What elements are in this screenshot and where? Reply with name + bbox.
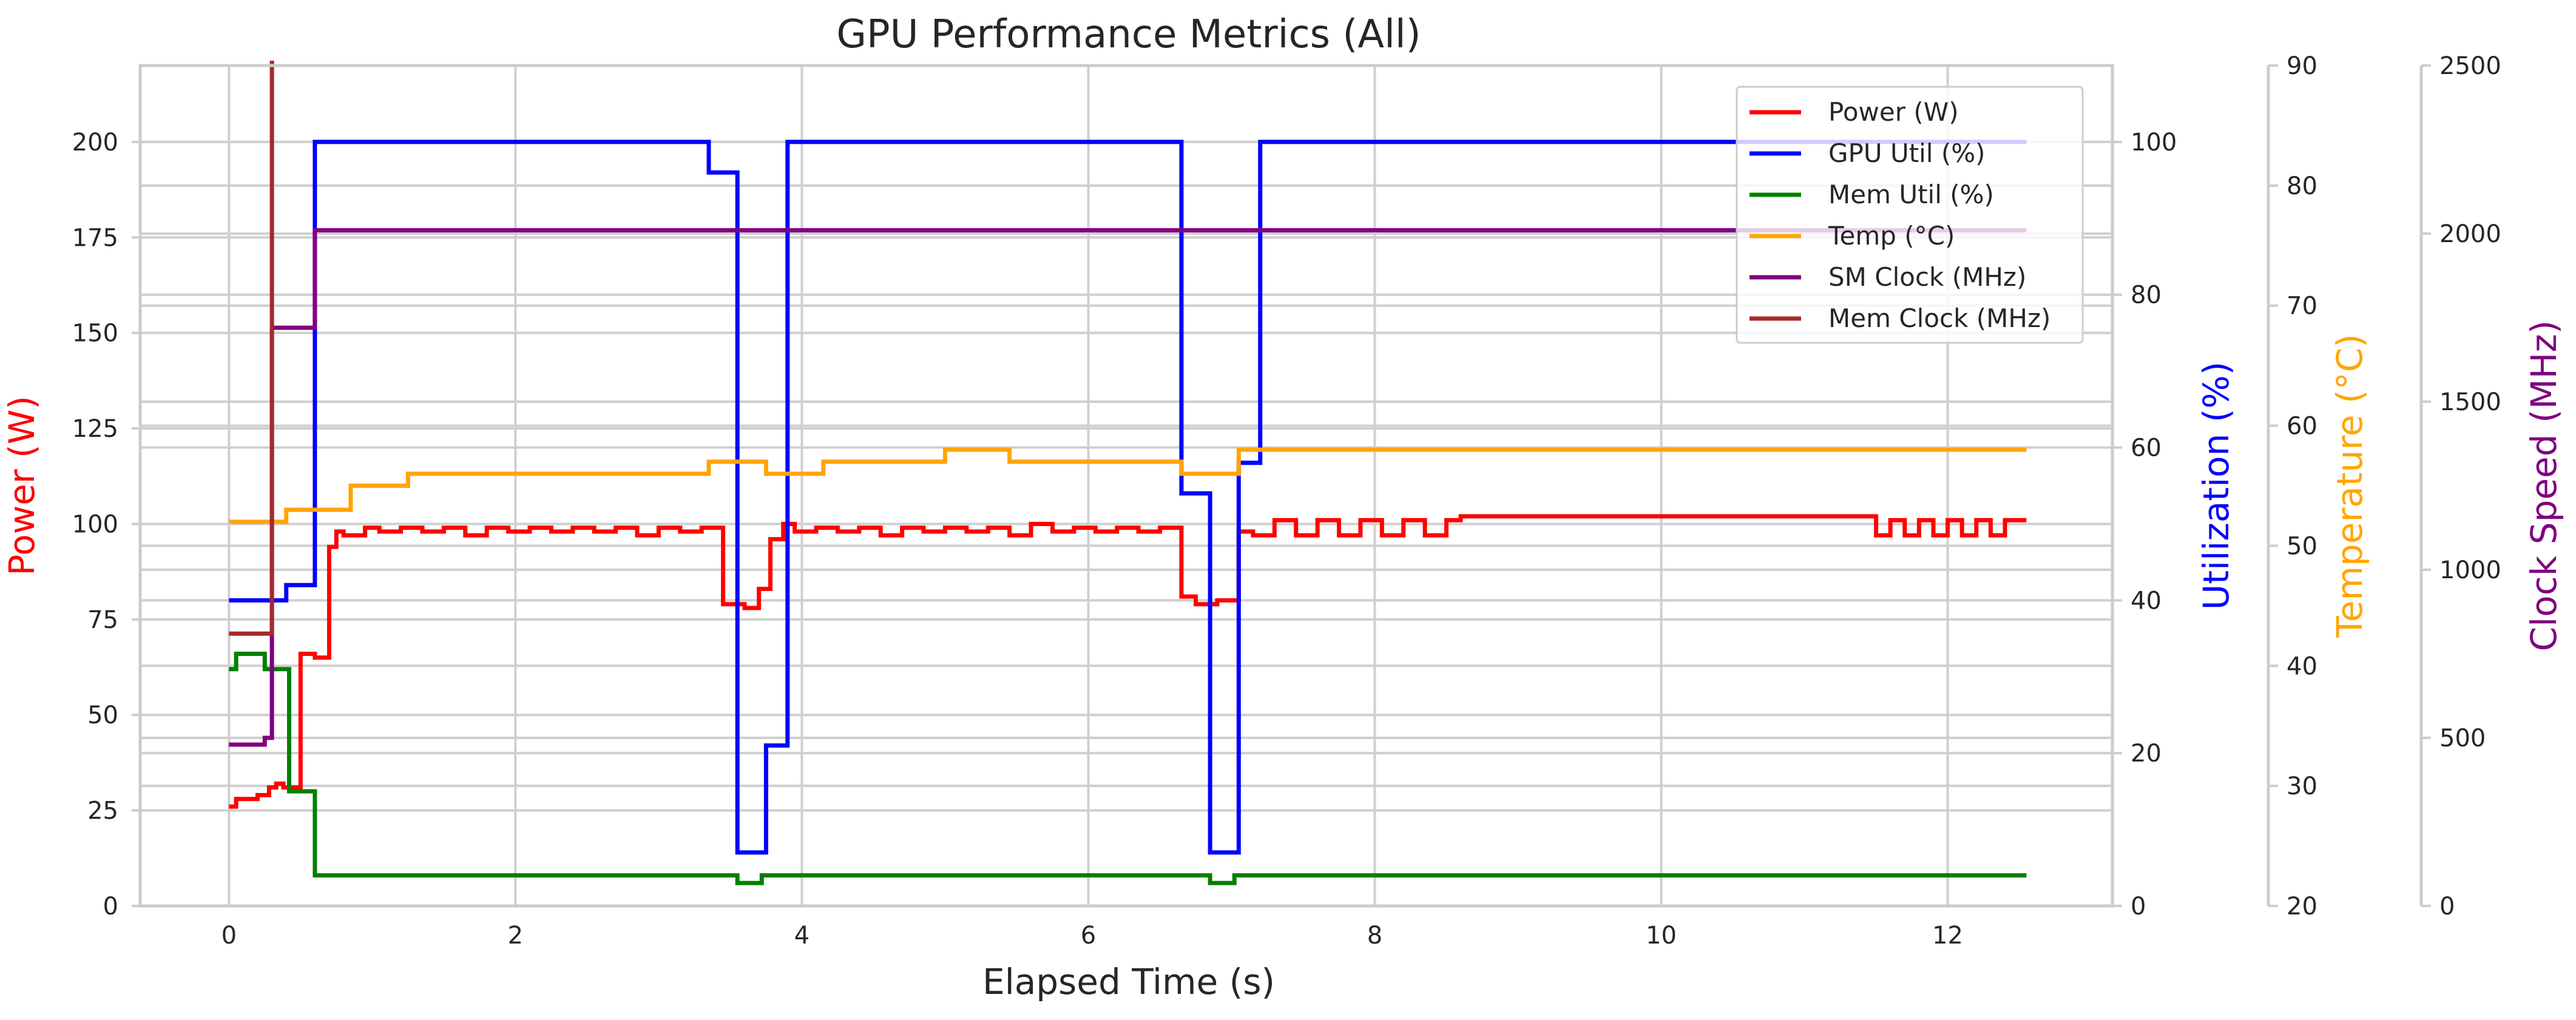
power-tick-label: 50 xyxy=(87,701,118,729)
power-tick-label: 25 xyxy=(87,797,118,825)
util-tick-label: 40 xyxy=(2131,587,2162,615)
legend-label-mem-util: Mem Util (%) xyxy=(1828,180,1994,209)
x-tick-label: 10 xyxy=(1646,922,1677,950)
series-temp-c xyxy=(229,447,2027,524)
chart-title: GPU Performance Metrics (All) xyxy=(836,12,1421,57)
series-mem-clock-mhz xyxy=(229,61,274,636)
power-tick-label: 75 xyxy=(87,606,118,634)
legend-label-mem-clock-mhz: Mem Clock (MHz) xyxy=(1828,303,2050,333)
util-tick-label: 80 xyxy=(2131,282,2162,309)
power-axis-label: Power (W) xyxy=(1,396,42,575)
util-tick-label: 20 xyxy=(2131,740,2162,768)
legend-label-sm-clock-mhz: SM Clock (MHz) xyxy=(1828,262,2026,292)
temp-tick-label: 50 xyxy=(2287,532,2317,560)
clock-tick-label: 1500 xyxy=(2439,388,2501,416)
x-tick-label: 2 xyxy=(508,922,523,950)
legend: Power (W) GPU Util (%) Mem Util (%) Temp (°… xyxy=(1736,86,2084,344)
power-tick-label: 150 xyxy=(72,320,118,348)
legend-label-temp-c: Temp (°C) xyxy=(1828,221,1955,251)
power-tick-label: 175 xyxy=(72,224,118,252)
util-tick-label: 60 xyxy=(2131,434,2162,462)
legend-label-power-w: Power (W) xyxy=(1828,97,1959,127)
series-power-w xyxy=(229,514,2027,809)
clock-axis-label: Clock Speed (MHz) xyxy=(2523,320,2564,652)
util-axis-label: Utilization (%) xyxy=(2196,362,2237,610)
clock-tick-label: 2000 xyxy=(2439,220,2501,248)
x-tick-label: 8 xyxy=(1367,922,1382,950)
plot-area xyxy=(229,61,2027,885)
temp-tick-label: 80 xyxy=(2287,172,2317,200)
temp-tick-label: 60 xyxy=(2287,413,2317,441)
temp-tick-label: 40 xyxy=(2287,652,2317,680)
power-tick-label: 100 xyxy=(72,510,118,538)
legend-box xyxy=(1736,86,2084,344)
clock-tick-label: 2500 xyxy=(2439,52,2501,80)
power-tick-label: 125 xyxy=(72,415,118,443)
clock-tick-label: 1000 xyxy=(2439,556,2501,584)
x-tick-label: 6 xyxy=(1081,922,1096,950)
temp-tick-label: 90 xyxy=(2287,52,2317,80)
temp-tick-label: 20 xyxy=(2287,893,2317,920)
series-mem-util xyxy=(229,652,2027,885)
plot-frame xyxy=(138,64,2114,908)
util-tick-label: 0 xyxy=(2131,893,2146,920)
legend-label-gpu-util: GPU Util (%) xyxy=(1828,138,1986,168)
temp-tick-label: 70 xyxy=(2287,292,2317,320)
x-tick-label: 0 xyxy=(221,922,237,950)
x-tick-label: 12 xyxy=(1932,922,1963,950)
power-tick-label: 0 xyxy=(103,893,118,920)
temp-tick-label: 30 xyxy=(2287,772,2317,800)
x-axis-label: Elapsed Time (s) xyxy=(982,961,1275,1002)
clock-tick-label: 0 xyxy=(2439,893,2455,920)
power-tick-label: 200 xyxy=(72,129,118,157)
temp-axis-label: Temperature (°C) xyxy=(2329,334,2370,638)
x-tick-label: 4 xyxy=(794,922,810,950)
series-gpu-util xyxy=(229,140,2027,855)
util-tick-label: 100 xyxy=(2131,129,2177,157)
clock-tick-label: 500 xyxy=(2439,724,2486,752)
